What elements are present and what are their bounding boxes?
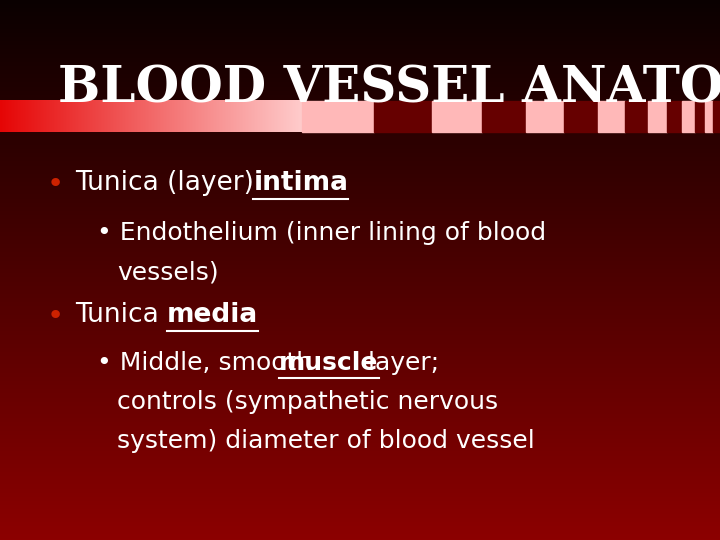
Bar (705, 101, 713, 132)
Text: •: • (47, 170, 64, 198)
Text: • Endothelium (inner lining of blood: • Endothelium (inner lining of blood (97, 221, 546, 245)
Text: system) diameter of blood vessel: system) diameter of blood vessel (117, 429, 535, 453)
Text: •: • (47, 302, 64, 330)
Text: • Middle, smooth: • Middle, smooth (97, 351, 320, 375)
Text: intima: intima (253, 170, 348, 196)
Bar (564, 101, 598, 132)
Bar (432, 101, 482, 132)
Bar (598, 101, 625, 132)
Bar (695, 101, 705, 132)
Text: BLOOD VESSEL ANATOMY: BLOOD VESSEL ANATOMY (58, 65, 720, 114)
Bar (667, 101, 683, 132)
Text: muscle: muscle (279, 351, 379, 375)
Bar (648, 101, 667, 132)
Bar (302, 101, 374, 132)
Text: layer;: layer; (360, 351, 439, 375)
Text: vessels): vessels) (117, 260, 219, 284)
Text: Tunica: Tunica (76, 302, 168, 328)
Bar (625, 101, 648, 132)
Bar (482, 101, 526, 132)
Text: media: media (167, 302, 258, 328)
Bar (713, 101, 720, 132)
Text: controls (sympathetic nervous: controls (sympathetic nervous (117, 390, 498, 414)
Bar (683, 101, 695, 132)
Bar (526, 101, 564, 132)
Bar (374, 101, 432, 132)
Text: Tunica (layer): Tunica (layer) (76, 170, 263, 196)
